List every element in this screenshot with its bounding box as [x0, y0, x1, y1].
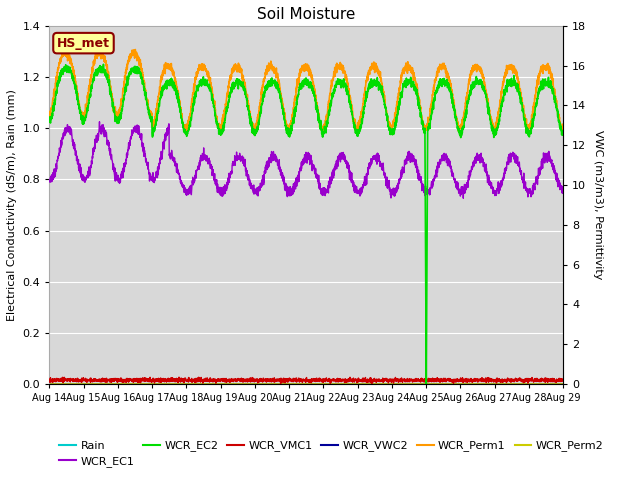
Y-axis label: Electrical Conductivity (dS/m), Rain (mm): Electrical Conductivity (dS/m), Rain (mm… — [7, 89, 17, 321]
Title: Soil Moisture: Soil Moisture — [257, 7, 355, 22]
Y-axis label: VWC (m3/m3), Permittivity: VWC (m3/m3), Permittivity — [593, 130, 603, 280]
Legend: Rain, WCR_EC1, WCR_EC2, WCR_VMC1, WCR_VWC2, WCR_Perm1, WCR_Perm2: Rain, WCR_EC1, WCR_EC2, WCR_VMC1, WCR_VW… — [55, 436, 608, 471]
Text: HS_met: HS_met — [57, 36, 110, 49]
